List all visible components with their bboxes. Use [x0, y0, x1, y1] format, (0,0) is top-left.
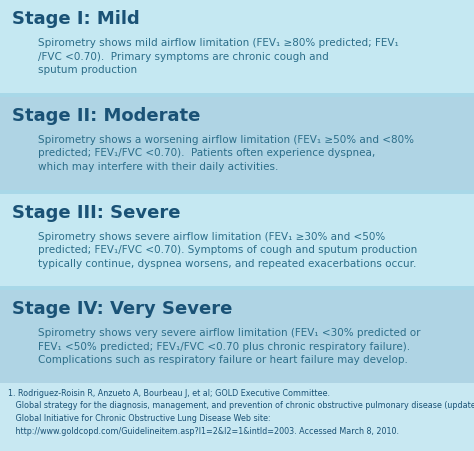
Text: Stage IV: Very Severe: Stage IV: Very Severe [12, 300, 232, 318]
Text: Stage II: Moderate: Stage II: Moderate [12, 107, 201, 125]
Bar [0, 97, 474, 189]
Bar [0, 290, 474, 383]
Text: Stage I: Mild: Stage I: Mild [12, 10, 140, 28]
Text: Spirometry shows severe airflow limitation (FEV₁ ≥30% and <50%
predicted; FEV₁/F: Spirometry shows severe airflow limitati… [38, 231, 417, 269]
Text: Spirometry shows very severe airflow limitation (FEV₁ <30% predicted or
FEV₁ <50: Spirometry shows very severe airflow lim… [38, 328, 420, 365]
Bar [0, 0, 474, 93]
Text: Spirometry shows mild airflow limitation (FEV₁ ≥80% predicted; FEV₁
/FVC <0.70).: Spirometry shows mild airflow limitation… [38, 38, 399, 75]
Text: 1. Rodriguez-Roisin R, Anzueto A, Bourbeau J, et al; GOLD Executive Committee.
 : 1. Rodriguez-Roisin R, Anzueto A, Bourbe… [8, 389, 474, 436]
Bar [0, 383, 474, 451]
Bar [0, 193, 474, 286]
Text: Spirometry shows a worsening airflow limitation (FEV₁ ≥50% and <80%
predicted; F: Spirometry shows a worsening airflow lim… [38, 135, 414, 172]
Text: Stage III: Severe: Stage III: Severe [12, 203, 181, 221]
